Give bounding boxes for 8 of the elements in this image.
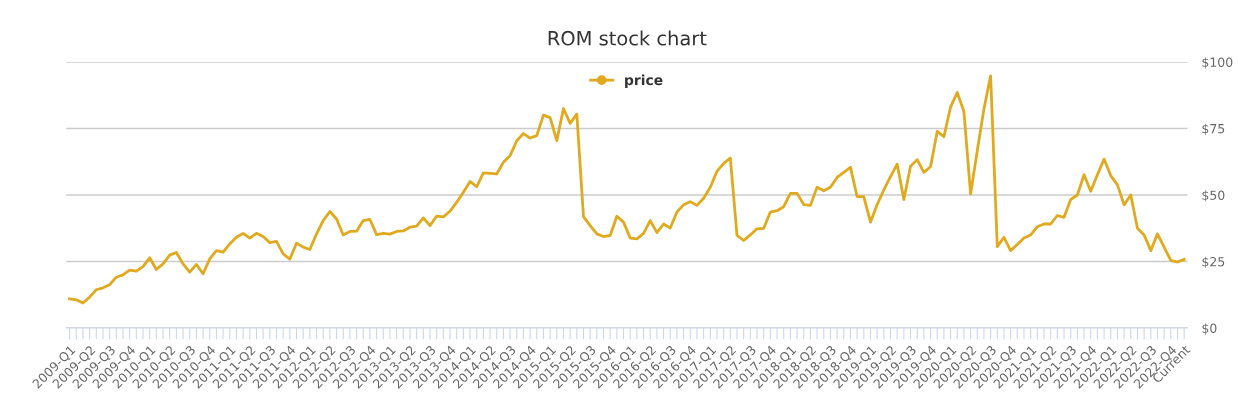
y-tick-label: $25	[1202, 256, 1225, 269]
y-tick-label: $50	[1202, 190, 1225, 202]
chart-title: ROM stock chart	[548, 30, 707, 46]
y-tick-label: $100	[1202, 57, 1233, 69]
legend-label: price	[625, 74, 663, 88]
y-tick-label: $0	[1202, 323, 1217, 335]
line-series	[68, 74, 1186, 305]
y-tick-label: $75	[1202, 123, 1225, 136]
